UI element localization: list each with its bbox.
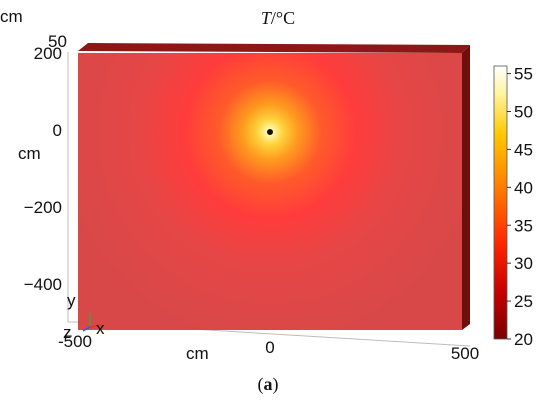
colorbar-tick-label: 35 [514, 216, 533, 235]
colorbar-tick-label: 40 [514, 178, 533, 197]
y-axis-unit-label: cm [18, 144, 41, 163]
x-axis-unit-label: cm [186, 344, 209, 363]
chart-title: T/°C [261, 8, 295, 28]
triad-x-label: x [96, 319, 105, 338]
triad-z-label: z [63, 323, 72, 342]
y-tick-label: −400 [24, 275, 62, 294]
colorbar-tick-label: 30 [514, 254, 533, 273]
y-tick-label: −200 [24, 198, 62, 217]
temperature-field [78, 53, 462, 330]
y-tick-label: 0 [53, 121, 62, 140]
colorbar-tick-label: 20 [514, 330, 533, 349]
colorbar [494, 66, 507, 339]
x-tick-label: 500 [451, 344, 479, 363]
colorbar-tick-label: 55 [514, 65, 533, 84]
heat-source-point [267, 129, 273, 135]
triad-y-label: y [67, 291, 76, 310]
slab-right-face [462, 45, 470, 330]
y-tick-label: 200 [34, 44, 62, 63]
title-unit: /°C [271, 8, 295, 28]
colorbar-tick-label: 45 [514, 140, 533, 159]
z-axis-unit-label: cm [0, 7, 23, 26]
x-tick-label: 0 [265, 338, 274, 357]
colorbar-tick-label: 50 [514, 103, 533, 122]
figure-caption: (a) [258, 374, 279, 395]
slab-top-face [78, 43, 470, 53]
colorbar-tick-label: 25 [514, 292, 533, 311]
